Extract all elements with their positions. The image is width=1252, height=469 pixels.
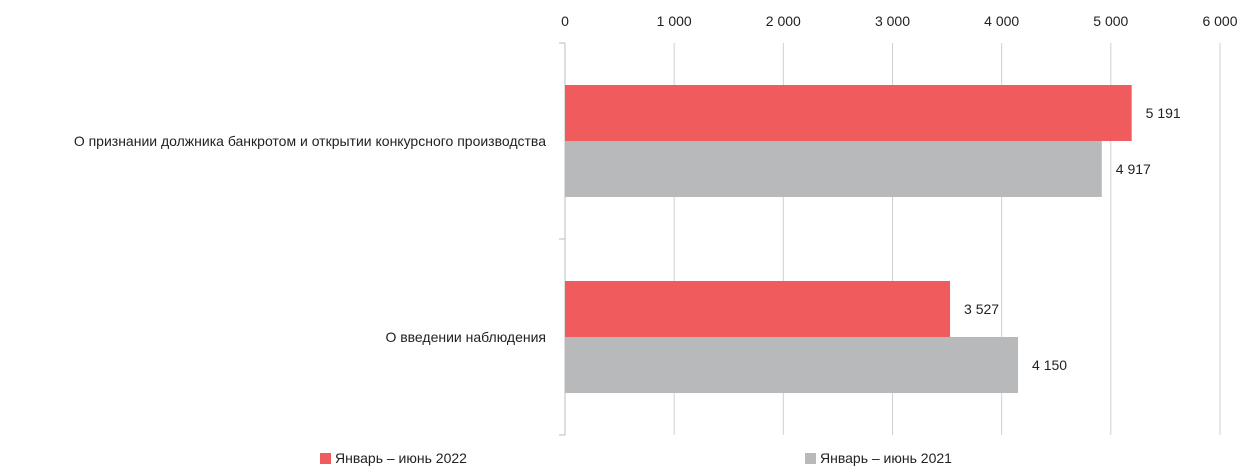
x-tick-label: 4 000 xyxy=(984,13,1019,29)
legend-swatch-2021 xyxy=(805,452,816,464)
x-tick-label: 1 000 xyxy=(657,13,692,29)
data-label: 5 191 xyxy=(1146,105,1181,121)
x-tick-labels: 0 1 000 2 000 3 000 4 000 5 000 6 000 xyxy=(561,13,1238,29)
x-tick-label: 3 000 xyxy=(875,13,910,29)
x-tick-label: 2 000 xyxy=(766,13,801,29)
data-labels: 5 191 4 917 3 527 4 150 xyxy=(964,105,1181,373)
x-tick-label: 6 000 xyxy=(1202,13,1237,29)
category-label: О введении наблюдения xyxy=(385,329,546,345)
bars xyxy=(565,85,1132,393)
legend-label-2022: Январь – июнь 2022 xyxy=(335,450,467,466)
bar xyxy=(565,281,951,337)
bar xyxy=(565,85,1132,141)
x-tick-label: 0 xyxy=(561,13,569,29)
legend-swatch-2022 xyxy=(320,452,331,464)
y-axis xyxy=(559,42,566,436)
data-label: 4 917 xyxy=(1116,161,1151,177)
category-label: О признании должника банкротом и открыти… xyxy=(74,133,546,149)
data-label: 4 150 xyxy=(1032,357,1067,373)
bar xyxy=(565,337,1019,393)
category-labels: О признании должника банкротом и открыти… xyxy=(74,133,546,345)
data-label: 3 527 xyxy=(964,301,999,317)
x-tick-label: 5 000 xyxy=(1093,13,1128,29)
legend-item-2021: Январь – июнь 2021 xyxy=(805,448,952,468)
legend-label-2021: Январь – июнь 2021 xyxy=(820,450,952,466)
bar xyxy=(565,141,1102,197)
legend-item-2022: Январь – июнь 2022 xyxy=(320,448,467,468)
